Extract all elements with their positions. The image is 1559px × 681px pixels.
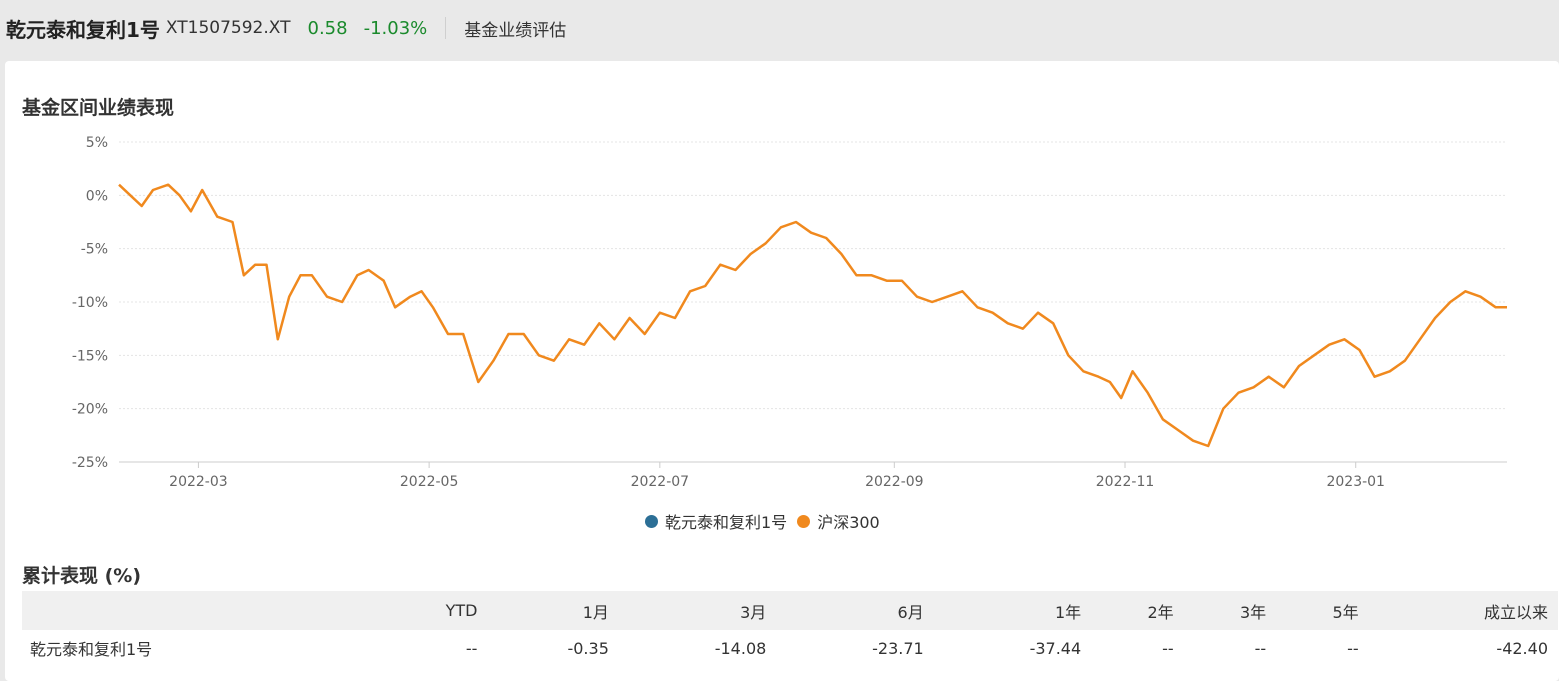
col-header-since-inception: 成立以来 [1483,602,1548,622]
fund-header: 乾元泰和复利1号 XT1507592.XT 0.58 -1.03% 基金业绩评估 [0,0,1559,56]
x-tick-label: 2022-07 [631,474,690,490]
col-header-name [22,591,380,630]
x-tick-label: 2022-03 [169,474,228,490]
nav-value: 0.58 [307,17,348,39]
col-header-2y: 2年 [1147,602,1174,622]
nav-change: -1.03% [363,17,428,39]
cell-2y: -- [1162,638,1174,658]
col-header-3y: 3年 [1239,602,1267,622]
cell-fund-name: 乾元泰和复利1号 [30,640,153,659]
legend-label-fund: 乾元泰和复利1号 [665,513,788,532]
col-header-6m: 6月 [897,602,924,622]
y-tick-label: -5% [81,242,108,258]
table-row: 乾元泰和复利1号 -- -0.35 -14.08 -23.71 -37.44 -… [22,630,1558,666]
table-section-title: 累计表现 (%) [22,565,142,587]
cell-ytd: -- [465,638,478,658]
legend-item-index[interactable]: 沪深300 [797,509,880,533]
x-tick-label: 2022-09 [865,474,924,490]
y-tick-label: -10% [72,295,108,311]
y-tick-label: -15% [72,348,108,364]
y-tick-label: 0% [86,188,108,204]
chart-legend: 乾元泰和复利1号 沪深300 [645,509,890,533]
cell-since-inception: -42.40 [1496,638,1548,658]
performance-card: 基金区间业绩表现 5% 0% -5% -10% -15% -20% -25% 2022-03 2… [5,61,1559,681]
cell-1y: -37.44 [1029,638,1082,658]
col-header-ytd: YTD [445,601,478,620]
cell-5y: -- [1347,638,1359,658]
legend-dot-index [797,514,811,528]
col-header-1m: 1月 [582,602,609,622]
x-tick-label: 2022-11 [1096,474,1155,490]
tab-fund-evaluation[interactable]: 基金业绩评估 [464,20,567,41]
performance-chart: 5% 0% -5% -10% -15% -20% -25% 2022-03 2022-05 202… [72,135,1507,490]
y-tick-label: -25% [72,455,108,471]
fund-name: 乾元泰和复利1号 [6,17,160,42]
col-header-1y: 1年 [1054,602,1082,622]
col-header-3m: 3月 [740,602,767,622]
legend-dot-fund [645,514,658,528]
y-tick-label: -20% [72,402,108,418]
cell-1m: -0.35 [567,638,609,658]
table-header-row: YTD 1月 3月 6月 1年 2年 3年 5年 成立以来 [22,591,1558,630]
x-tick-label: 2023-01 [1326,474,1385,490]
cell-6m: -23.71 [872,638,924,658]
legend-label-index: 沪深300 [817,513,880,532]
y-tick-label: 5% [86,135,108,151]
header-divider [445,17,447,39]
cell-3y: -- [1254,638,1267,658]
x-tick-label: 2022-05 [400,474,459,490]
fund-code: XT1507592.XT [165,18,291,38]
cell-3m: -14.08 [714,638,767,658]
legend-item-fund[interactable]: 乾元泰和复利1号 [645,509,787,533]
chart-section-title: 基金区间业绩表现 [22,97,175,119]
series-line-1 [118,183,1507,448]
cumulative-performance-table: YTD 1月 3月 6月 1年 2年 3年 5年 成立以来 乾元泰和复利1号 -… [22,591,1558,666]
col-header-5y: 5年 [1332,602,1359,622]
